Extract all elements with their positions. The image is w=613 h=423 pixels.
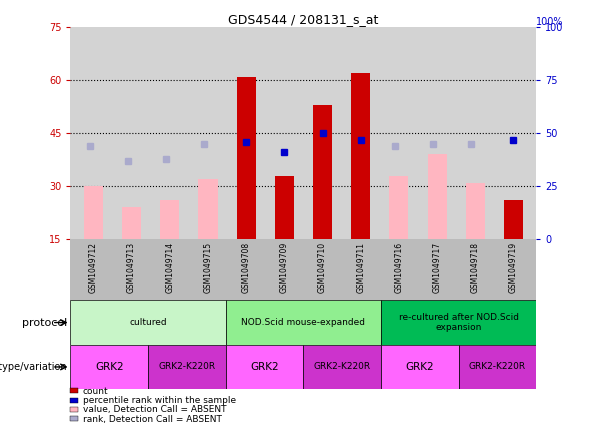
Text: 100%: 100% (536, 17, 564, 27)
Text: GRK2-K220R: GRK2-K220R (158, 363, 216, 371)
Bar (226, 345, 303, 389)
Text: GRK2: GRK2 (406, 362, 434, 372)
Title: GDS4544 / 208131_s_at: GDS4544 / 208131_s_at (228, 14, 379, 26)
Bar (70, 345, 148, 389)
Text: NOD.Scid mouse-expanded: NOD.Scid mouse-expanded (242, 318, 365, 327)
Bar (313, 105, 332, 239)
Bar (504, 200, 523, 239)
Text: GSM1049714: GSM1049714 (166, 242, 174, 293)
Bar (389, 176, 408, 239)
Text: GSM1049709: GSM1049709 (280, 242, 289, 293)
Text: cultured: cultured (129, 318, 167, 327)
Text: GRK2: GRK2 (250, 362, 279, 372)
Text: GSM1049718: GSM1049718 (471, 242, 480, 293)
Bar (237, 77, 256, 239)
Text: GSM1049717: GSM1049717 (433, 242, 441, 293)
Bar (381, 345, 459, 389)
Bar (381, 300, 536, 345)
Text: GRK2-K220R: GRK2-K220R (314, 363, 371, 371)
Text: genotype/variation: genotype/variation (0, 362, 67, 372)
Bar (148, 345, 226, 389)
Bar (275, 176, 294, 239)
Bar (427, 154, 447, 239)
Text: protocol: protocol (22, 318, 67, 327)
Bar (160, 200, 180, 239)
Text: GSM1049708: GSM1049708 (242, 242, 251, 293)
Text: GSM1049712: GSM1049712 (89, 242, 98, 293)
Text: percentile rank within the sample: percentile rank within the sample (83, 396, 236, 405)
Text: GSM1049715: GSM1049715 (204, 242, 213, 293)
Text: GSM1049710: GSM1049710 (318, 242, 327, 293)
Text: GSM1049716: GSM1049716 (394, 242, 403, 293)
Bar (226, 300, 381, 345)
Bar (70, 300, 226, 345)
Bar (84, 186, 103, 239)
Text: GSM1049719: GSM1049719 (509, 242, 518, 293)
Text: GSM1049713: GSM1049713 (127, 242, 136, 293)
Bar (122, 207, 141, 239)
Bar (303, 345, 381, 389)
Text: value, Detection Call = ABSENT: value, Detection Call = ABSENT (83, 405, 226, 415)
Text: GRK2-K220R: GRK2-K220R (469, 363, 526, 371)
Text: re-cultured after NOD.Scid
expansion: re-cultured after NOD.Scid expansion (398, 313, 519, 332)
Text: GSM1049711: GSM1049711 (356, 242, 365, 293)
Text: rank, Detection Call = ABSENT: rank, Detection Call = ABSENT (83, 415, 222, 423)
Bar (459, 345, 536, 389)
Bar (351, 73, 370, 239)
Bar (199, 179, 218, 239)
Text: GRK2: GRK2 (95, 362, 124, 372)
Bar (466, 183, 485, 239)
Text: count: count (83, 387, 109, 396)
